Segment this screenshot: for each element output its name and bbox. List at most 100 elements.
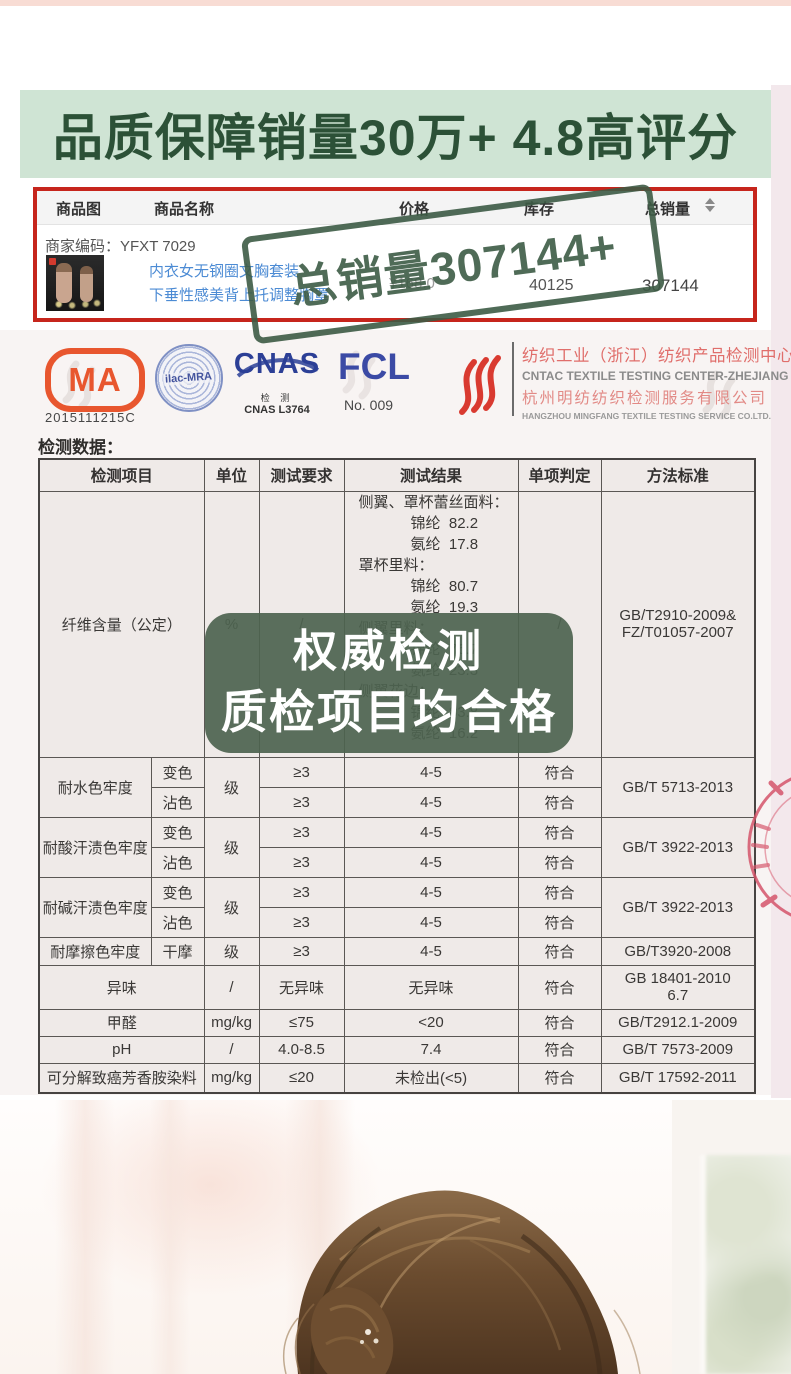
water-sub2: 沾色 bbox=[150, 786, 205, 818]
friction-std: GB/T3920-2008 bbox=[600, 936, 756, 966]
report-heading: 检测数据： bbox=[38, 438, 123, 457]
fiber-line: 氨纶 17.8 bbox=[410, 535, 479, 553]
odor-unit: / bbox=[203, 964, 260, 1010]
cnas-number: CNAS L3764 bbox=[244, 404, 310, 416]
total-sales-value: 307144 bbox=[642, 276, 699, 295]
authority-stamp-overlay: 权威检测 质检项目均合格 bbox=[205, 613, 573, 753]
sort-icon bbox=[705, 198, 715, 214]
alkali-req2: ≥3 bbox=[258, 906, 345, 938]
top-pink-strip bbox=[0, 0, 791, 6]
water-row-2: 沾色 ≥3 4-5 符合 bbox=[39, 786, 755, 818]
brand-logo-dot bbox=[49, 258, 56, 265]
cnas-label: CNAS bbox=[232, 348, 322, 381]
center-name-cn: 纺织工业（浙江）纺织产品检测中心 bbox=[522, 347, 791, 365]
cma-code: 2015111215C bbox=[45, 410, 136, 425]
fcl-label: FCL bbox=[338, 346, 410, 387]
report-header-row: 检测项目 单位 测试要求 测试结果 单项判定 方法标准 bbox=[38, 458, 756, 492]
merchant-code-value: YFXT 7029 bbox=[120, 238, 196, 255]
amine-item: 可分解致癌芳香胺染料 bbox=[38, 1062, 205, 1094]
col-stock: 库存 bbox=[524, 201, 555, 218]
alkali-sub2: 沾色 bbox=[150, 906, 205, 938]
formaldehyde-row: 甲醛 mg/kg ≤75 <20 符合 GB/T2912.1-2009 bbox=[38, 1008, 756, 1037]
curtain-band bbox=[150, 1100, 190, 1374]
ilac-mra-logo: ilac-MRA bbox=[155, 344, 223, 412]
amine-row: 可分解致癌芳香胺染料 mg/kg ≤20 未检出(<5) 符合 GB/T 175… bbox=[38, 1062, 756, 1094]
acid-std: GB/T 3922-2013 bbox=[600, 816, 756, 878]
acid-result2: 4-5 bbox=[343, 846, 519, 878]
amine-std: GB/T 17592-2011 bbox=[600, 1062, 756, 1094]
right-margin-strip bbox=[771, 85, 791, 1098]
acid-sub2: 沾色 bbox=[150, 846, 205, 878]
water-item: 耐水色牢度 bbox=[38, 756, 152, 818]
fiber-line: 罩杯里料： bbox=[358, 556, 434, 574]
water-req1: ≥3 bbox=[258, 756, 345, 788]
formaldehyde-item: 甲醛 bbox=[38, 1008, 205, 1037]
hdr-unit: 单位 bbox=[203, 458, 260, 492]
acid-result1: 4-5 bbox=[343, 816, 519, 848]
water-judge2: 符合 bbox=[517, 786, 602, 818]
acid-req1: ≥3 bbox=[258, 816, 345, 848]
col-total-sales: 总销量 bbox=[645, 201, 691, 218]
ph-result: 7.4 bbox=[343, 1035, 519, 1064]
fcl-number: No. 009 bbox=[344, 397, 394, 413]
water-judge1: 符合 bbox=[517, 756, 602, 788]
alkali-std: GB/T 3922-2013 bbox=[600, 876, 756, 938]
hdr-std: 方法标准 bbox=[600, 458, 756, 492]
odor-judge: 符合 bbox=[517, 964, 602, 1010]
ilac-mra-label: ilac-MRA bbox=[163, 370, 215, 386]
curtain-band bbox=[55, 1100, 115, 1374]
amine-result: 未检出(<5) bbox=[343, 1062, 519, 1094]
model-photo bbox=[0, 1100, 791, 1374]
alkali-judge1: 符合 bbox=[517, 876, 602, 908]
fiber-line: 侧翼、罩杯蕾丝面料： bbox=[358, 493, 509, 511]
company-name-en: HANGZHOU MINGFANG TEXTILE TESTING SERVIC… bbox=[522, 411, 772, 421]
water-sub1: 变色 bbox=[150, 756, 205, 788]
odor-result: 无异味 bbox=[343, 964, 519, 1010]
model-hair bbox=[282, 1190, 641, 1374]
logo-text-divider bbox=[512, 342, 514, 416]
alkali-result1: 4-5 bbox=[343, 876, 519, 908]
cma-logo: MA bbox=[45, 348, 145, 412]
col-product-image: 商品图 bbox=[56, 201, 102, 218]
odor-row: 异味 / 无异味 无异味 符合 GB 18401-2010 6.7 bbox=[38, 964, 756, 1010]
ph-row: pH / 4.0-8.5 7.4 符合 GB/T 7573-2009 bbox=[38, 1035, 756, 1064]
water-std: GB/T 5713-2013 bbox=[600, 756, 756, 818]
alkali-item: 耐碱汗渍色牢度 bbox=[38, 876, 152, 938]
overlay-line2: 质检项目均合格 bbox=[221, 686, 557, 738]
ph-item: pH bbox=[38, 1035, 205, 1064]
friction-row: 耐摩擦色牢度 干摩 级 ≥3 4-5 符合 GB/T3920-2008 bbox=[38, 936, 756, 966]
alkali-result2: 4-5 bbox=[343, 906, 519, 938]
formaldehyde-judge: 符合 bbox=[517, 1008, 602, 1037]
friction-type: 干摩 bbox=[150, 936, 205, 966]
acid-unit: 级 bbox=[203, 816, 260, 878]
ph-judge: 符合 bbox=[517, 1035, 602, 1064]
fiber-std: GB/T2910-2009& FZ/T01057-2007 bbox=[600, 490, 756, 758]
fiber-line: 锦纶 80.7 bbox=[410, 577, 479, 595]
col-price: 价格 bbox=[399, 201, 430, 218]
quality-banner: 品质保障销量30万+ 4.8高评分 bbox=[20, 90, 771, 178]
friction-judge: 符合 bbox=[517, 936, 602, 966]
model-back-figure bbox=[56, 263, 72, 303]
product-name-line1: 内衣女无钢圈文胸套装 bbox=[149, 263, 300, 280]
formaldehyde-unit: mg/kg bbox=[203, 1008, 260, 1037]
merchant-code: 商家编码：YFXT 7029 bbox=[45, 235, 196, 256]
banner-title: 品质保障销量30万+ 4.8高评分 bbox=[52, 110, 739, 166]
red-seal-partial bbox=[747, 777, 791, 917]
formaldehyde-req: ≤75 bbox=[258, 1008, 345, 1037]
hdr-item: 检测项目 bbox=[38, 458, 205, 492]
alkali-req1: ≥3 bbox=[258, 876, 345, 908]
sales-table-screenshot: 商品图 商品名称 价格 库存 总销量 商家编码：YFXT 7029 内衣女无钢圈… bbox=[33, 187, 757, 322]
acid-req2: ≥3 bbox=[258, 846, 345, 878]
acid-sub1: 变色 bbox=[150, 816, 205, 848]
model-front-figure bbox=[80, 266, 93, 302]
alkali-judge2: 符合 bbox=[517, 906, 602, 938]
testing-center-wave-icon bbox=[459, 355, 501, 415]
ph-unit: / bbox=[203, 1035, 260, 1064]
acid-judge1: 符合 bbox=[517, 816, 602, 848]
center-name-en: CNTAC TEXTILE TESTING CENTER-ZHEJIANG bbox=[522, 369, 789, 383]
hdr-judge: 单项判定 bbox=[517, 458, 602, 492]
fiber-line: 锦纶 82.2 bbox=[410, 514, 479, 532]
sales-table-header: 商品图 商品名称 价格 库存 总销量 bbox=[37, 191, 753, 225]
fiber-line: 氨纶 19.3 bbox=[410, 598, 479, 616]
